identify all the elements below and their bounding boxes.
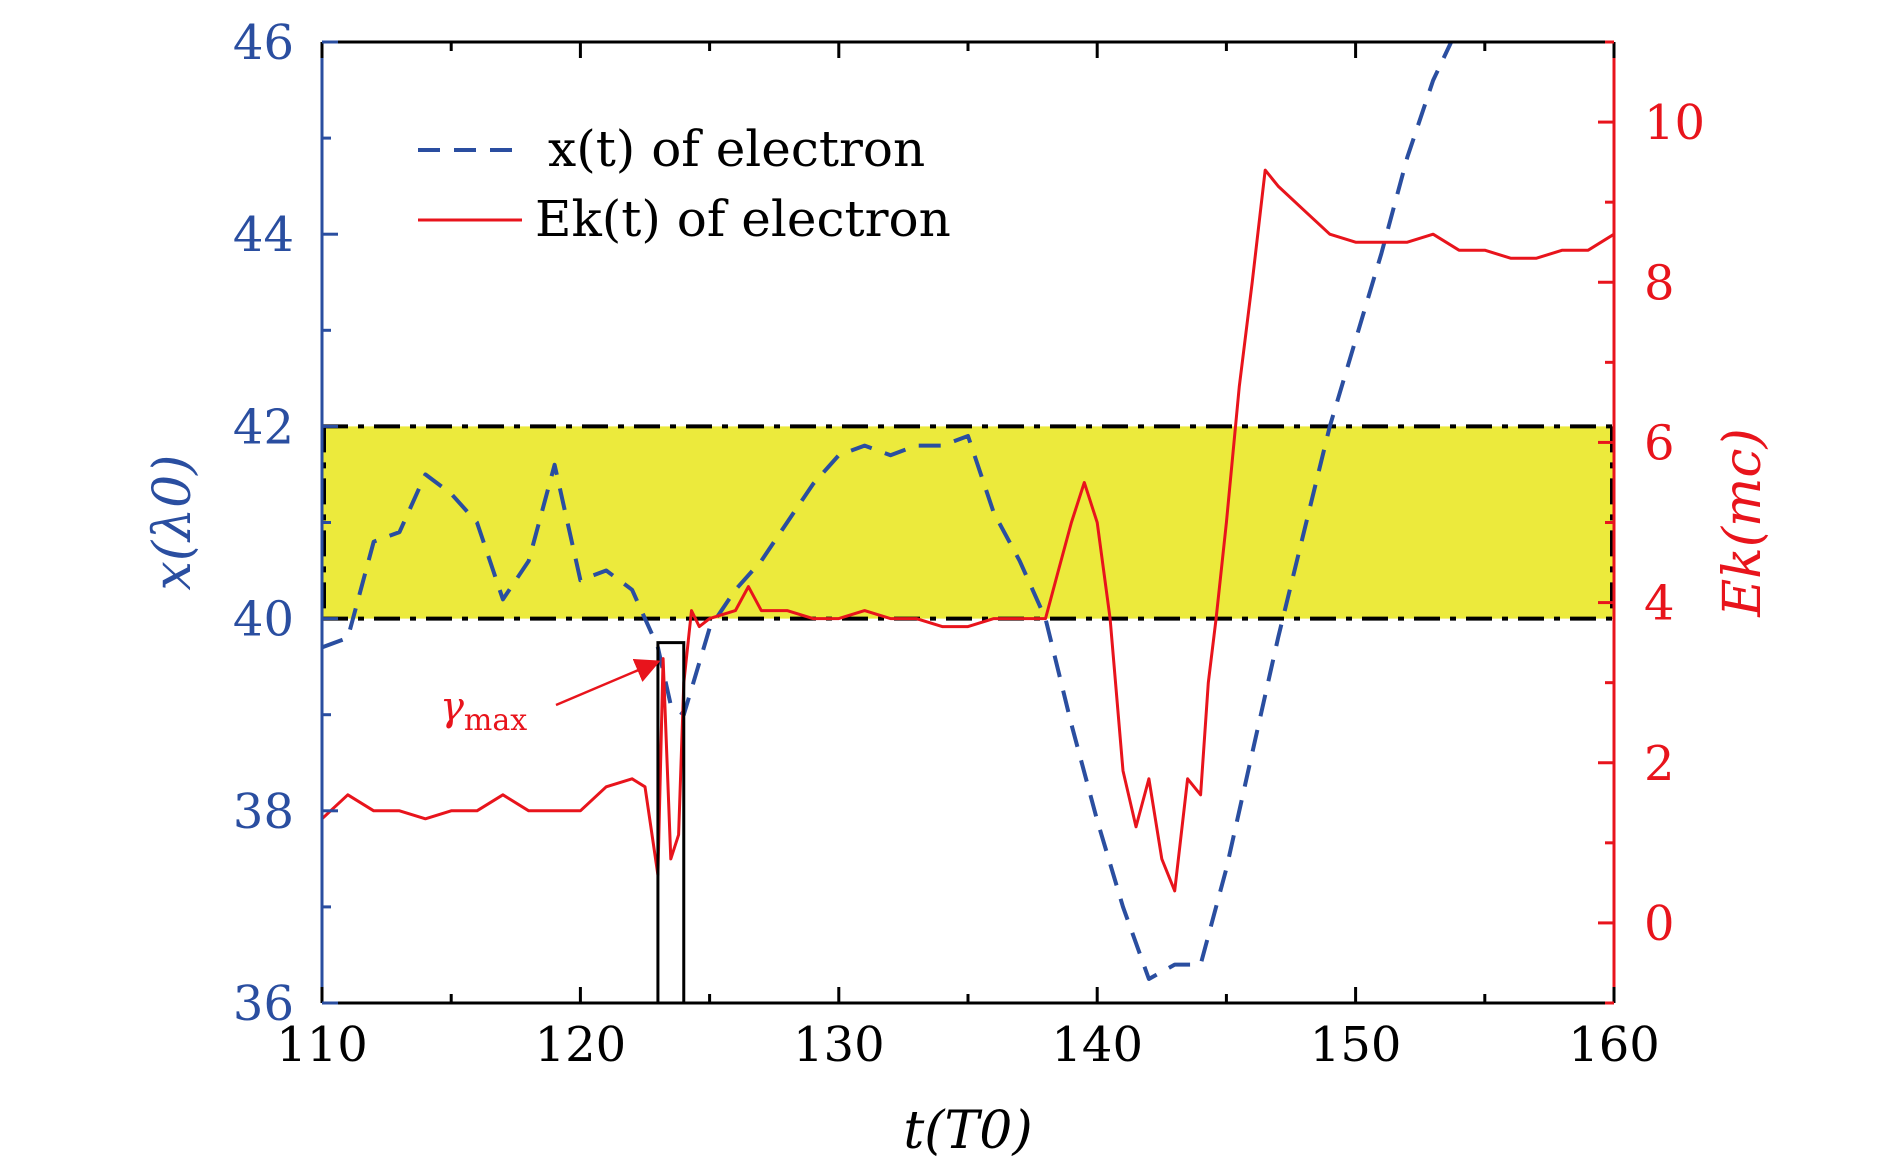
legend: x(t) of electron Ek(t) of electron xyxy=(418,120,951,248)
y-right-axis-title: Ek(mc) xyxy=(1713,428,1773,617)
series-ek-line xyxy=(320,168,1615,893)
series-x-line xyxy=(321,41,1454,981)
y-right-tick-label: 2 xyxy=(1644,736,1675,792)
x-tick-label: 160 xyxy=(1568,1017,1660,1073)
annotation-layer: γmax xyxy=(440,641,686,1005)
y-left-tick-label: 40 xyxy=(233,592,294,648)
y-left-tick-label: 46 xyxy=(233,15,294,71)
y-left-axis-title: x(λ0) xyxy=(143,455,203,591)
series-layer xyxy=(320,41,1615,981)
y-left-tick-label: 36 xyxy=(233,976,294,1032)
y-left-tick-label: 44 xyxy=(233,207,294,263)
x-tick-label: 130 xyxy=(793,1017,885,1073)
y-right-tick-label: 10 xyxy=(1644,95,1705,151)
x-tick-label: 110 xyxy=(276,1017,368,1073)
y-right-tick-label: 0 xyxy=(1644,896,1675,952)
y-right-tick-label: 4 xyxy=(1644,576,1675,632)
legend-label-x: x(t) of electron xyxy=(548,120,925,178)
x-tick-label: 150 xyxy=(1310,1017,1402,1073)
band-rect xyxy=(322,426,1614,619)
x-tick-label: 140 xyxy=(1051,1017,1143,1073)
y-right-tick-label: 6 xyxy=(1644,415,1675,471)
y-right-tick-label: 8 xyxy=(1644,255,1675,311)
y-left-tick-label: 42 xyxy=(233,399,294,455)
legend-label-ek: Ek(t) of electron xyxy=(535,190,951,248)
annotation-arrow xyxy=(555,658,661,707)
x-tick-label: 120 xyxy=(535,1017,627,1073)
y-left-tick-label: 38 xyxy=(233,784,294,840)
x-axis-title: t(T0) xyxy=(903,1101,1032,1161)
annotation-label-main: γ xyxy=(440,684,464,730)
annotation-label-sub: max xyxy=(464,703,527,738)
annotation-label: γmax xyxy=(440,684,527,738)
